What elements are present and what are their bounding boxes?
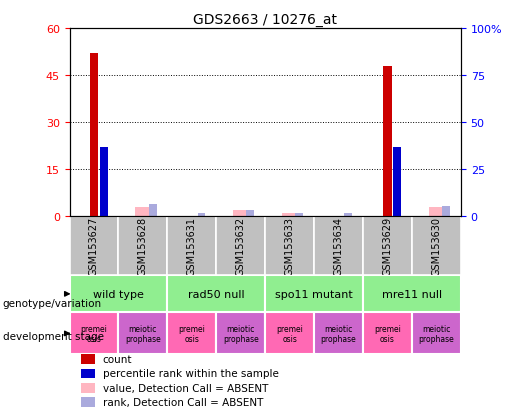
- Text: spo11 mutant: spo11 mutant: [276, 289, 353, 299]
- Text: development stage: development stage: [3, 332, 104, 342]
- Text: GSM153629: GSM153629: [383, 216, 392, 275]
- Bar: [363, 216, 412, 275]
- Bar: [296, 214, 303, 216]
- Text: count: count: [103, 354, 132, 364]
- Bar: [216, 216, 265, 275]
- Text: premei
osis: premei osis: [80, 324, 108, 343]
- Bar: [149, 204, 157, 216]
- Text: value, Detection Call = ABSENT: value, Detection Call = ABSENT: [103, 383, 268, 393]
- Bar: [247, 211, 254, 216]
- Bar: [314, 313, 363, 355]
- Text: GSM153631: GSM153631: [187, 216, 197, 275]
- Bar: [118, 313, 167, 355]
- Bar: [167, 275, 265, 313]
- Bar: [265, 313, 314, 355]
- Text: GSM153627: GSM153627: [89, 216, 99, 275]
- Bar: [412, 216, 461, 275]
- Bar: [233, 211, 249, 216]
- Bar: [81, 397, 95, 407]
- Bar: [90, 54, 98, 216]
- Bar: [118, 216, 167, 275]
- Bar: [314, 216, 363, 275]
- Text: GSM153628: GSM153628: [138, 216, 148, 275]
- Text: premei
osis: premei osis: [178, 324, 205, 343]
- Text: meiotic
prophase: meiotic prophase: [223, 324, 259, 343]
- Bar: [81, 369, 95, 378]
- Bar: [265, 216, 314, 275]
- Bar: [100, 148, 108, 216]
- Bar: [135, 207, 151, 216]
- Bar: [81, 383, 95, 393]
- Text: GSM153630: GSM153630: [432, 216, 441, 275]
- Bar: [198, 213, 205, 216]
- Text: mre11 null: mre11 null: [382, 289, 442, 299]
- Text: rad50 null: rad50 null: [188, 289, 245, 299]
- Bar: [428, 207, 444, 216]
- Text: meiotic
prophase: meiotic prophase: [321, 324, 356, 343]
- Bar: [442, 206, 450, 216]
- Text: percentile rank within the sample: percentile rank within the sample: [103, 368, 279, 379]
- Bar: [393, 148, 401, 216]
- Bar: [70, 275, 167, 313]
- Bar: [282, 214, 298, 216]
- Text: meiotic
prophase: meiotic prophase: [419, 324, 454, 343]
- Bar: [345, 213, 352, 216]
- Text: premei
osis: premei osis: [276, 324, 303, 343]
- Bar: [363, 275, 461, 313]
- Bar: [167, 216, 216, 275]
- Bar: [412, 313, 461, 355]
- Text: wild type: wild type: [93, 289, 144, 299]
- Text: genotype/variation: genotype/variation: [3, 299, 101, 309]
- Bar: [70, 313, 118, 355]
- Text: GSM153633: GSM153633: [285, 216, 295, 275]
- Text: GSM153634: GSM153634: [334, 216, 344, 275]
- Text: rank, Detection Call = ABSENT: rank, Detection Call = ABSENT: [103, 397, 263, 407]
- Text: meiotic
prophase: meiotic prophase: [125, 324, 161, 343]
- Bar: [81, 355, 95, 364]
- Bar: [216, 313, 265, 355]
- Bar: [363, 313, 412, 355]
- Text: premei
osis: premei osis: [374, 324, 401, 343]
- Bar: [70, 216, 118, 275]
- Text: GSM153632: GSM153632: [236, 216, 246, 275]
- Bar: [265, 275, 363, 313]
- Title: GDS2663 / 10276_at: GDS2663 / 10276_at: [193, 12, 337, 26]
- Bar: [167, 313, 216, 355]
- Bar: [383, 66, 392, 216]
